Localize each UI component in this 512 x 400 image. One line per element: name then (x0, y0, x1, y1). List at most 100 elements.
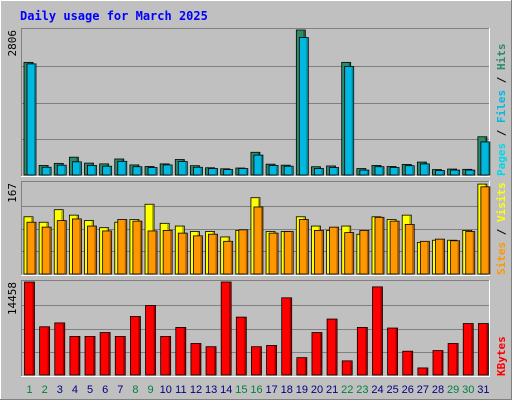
bar-files (41, 166, 52, 176)
x-label-day: 5 (87, 384, 93, 396)
bar-files-shade (306, 37, 308, 175)
bar-kbytes-shade (229, 282, 231, 375)
bar-files (147, 167, 158, 176)
bar-kbytes (251, 346, 262, 376)
bar-files (71, 161, 82, 176)
bar-kbytes-shade (93, 336, 95, 375)
x-label-day: 13 (205, 384, 217, 396)
bar-kbytes-shade (304, 358, 307, 375)
bars (24, 281, 489, 376)
legend-separator: / (495, 70, 508, 90)
bar-sites (26, 221, 37, 275)
bar-files (238, 168, 249, 176)
bar-kbytes (447, 343, 459, 376)
bar-sites-shade (94, 226, 97, 274)
bar-files (480, 141, 491, 176)
bar-kbytes (69, 336, 81, 376)
bar-sites-shade (291, 231, 293, 274)
bar-kbytes-shade (32, 282, 35, 375)
bar-kbytes-shade (168, 336, 171, 375)
bar-kbytes-shade (440, 350, 443, 375)
legend-item: Visits (495, 182, 508, 222)
bar-kbytes-shade (123, 336, 125, 375)
bar-kbytes-shade (183, 327, 186, 375)
bar-files-shade (170, 165, 172, 175)
bar-files-shade (457, 170, 460, 175)
x-label-day: 8 (132, 384, 138, 396)
bar-files-shade (336, 167, 339, 175)
x-label-day: 4 (72, 384, 78, 396)
panel-kbytes: 14458 KBytes (6, 280, 508, 377)
bar-kbytes-shade (486, 323, 488, 375)
bar-kbytes (387, 327, 398, 376)
x-label-day: 18 (281, 384, 293, 396)
x-label-day: 19 (296, 384, 308, 396)
bar-sites (102, 230, 113, 275)
bar-files (435, 170, 445, 176)
x-label-day: 10 (160, 384, 172, 396)
bar-kbytes-shade (335, 319, 337, 375)
bar-sites (435, 238, 445, 275)
bar-kbytes (220, 281, 232, 376)
legend-item: Files (495, 90, 508, 123)
bar-sites-shade (472, 231, 475, 274)
bar-kbytes (175, 327, 187, 376)
bar-kbytes (402, 350, 414, 376)
y-max-label: 167 (6, 183, 19, 203)
bar-files (102, 165, 113, 176)
bar-sites (450, 240, 461, 275)
bar-files (283, 165, 294, 176)
bar-kbytes-shade (350, 361, 352, 375)
legend-item: Pages (495, 143, 508, 176)
bar-files-shade (124, 161, 127, 175)
bar-kbytes-shade (138, 316, 141, 375)
bar-sites (223, 240, 234, 275)
bar-kbytes-shade (410, 351, 413, 375)
bar-files (450, 169, 461, 176)
bar-sites (238, 229, 249, 275)
legend-item: KBytes (495, 336, 508, 376)
bar-kbytes (39, 326, 51, 376)
bar-sites (87, 225, 97, 275)
bar-files-shade (64, 165, 66, 175)
bar-files (132, 166, 143, 176)
bar-sites-shade (245, 230, 248, 274)
bar-kbytes (114, 336, 126, 376)
bar-kbytes-shade (319, 332, 322, 375)
bar-kbytes-shade (274, 345, 277, 375)
x-label-day: 3 (57, 384, 63, 396)
x-label-day: 14 (220, 384, 232, 396)
bar-sites-shade (336, 227, 339, 274)
bar-sites-shade (487, 187, 490, 274)
bar-files (344, 66, 355, 176)
x-label-day: 7 (117, 384, 123, 396)
bar-files (314, 168, 324, 176)
bar-kbytes-shade (365, 327, 367, 375)
x-label-day: 11 (175, 384, 186, 396)
bar-sites-shade (442, 239, 445, 274)
bar-sites-shade (200, 236, 203, 274)
bar-sites (374, 216, 385, 275)
bar-files (389, 167, 400, 176)
bar-files-shade (260, 155, 263, 175)
bar-sites (147, 230, 158, 275)
legend-separator: / (495, 222, 508, 242)
x-label-day: 25 (387, 384, 399, 396)
bar-kbytes (311, 332, 323, 376)
bar-sites (71, 218, 82, 275)
bar-kbytes (281, 297, 293, 376)
y-max-label: 14458 (6, 282, 19, 315)
bar-kbytes (341, 360, 353, 376)
bar-kbytes (84, 336, 96, 376)
bar-files-shade (79, 162, 81, 175)
bar-files-shade (412, 166, 414, 175)
bar-kbytes (296, 357, 308, 376)
bar-kbytes (145, 305, 156, 376)
bar-sites-shade (185, 233, 187, 274)
x-label-day: 12 (190, 384, 202, 396)
bar-files (208, 168, 218, 176)
bar-files-shade (245, 168, 248, 175)
x-label-day: 28 (432, 384, 444, 396)
bar-files (268, 165, 279, 176)
bar-sites (359, 230, 370, 275)
